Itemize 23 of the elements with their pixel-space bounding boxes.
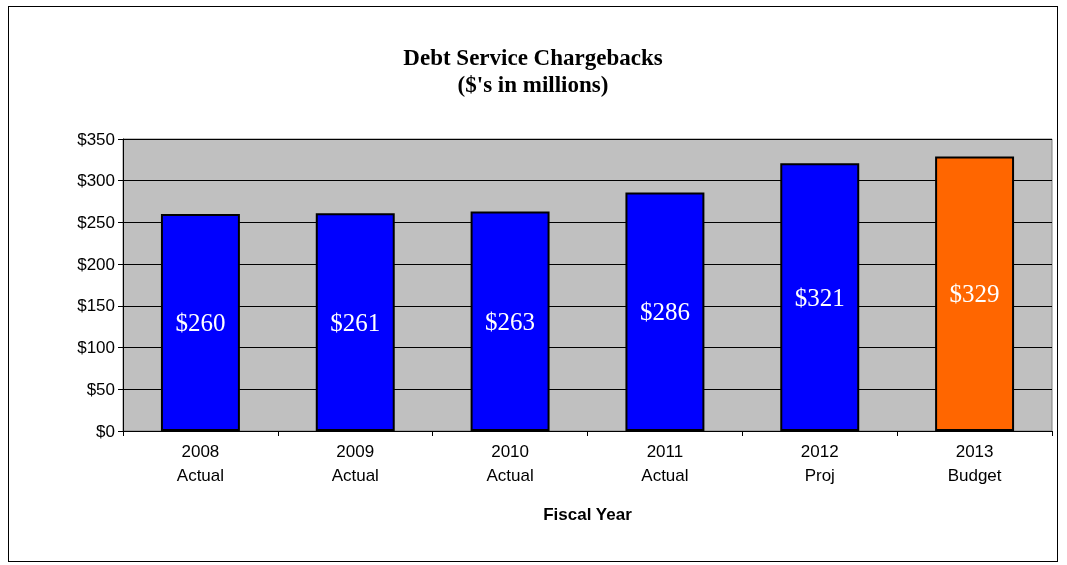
x-tick-label: 2009 Actual xyxy=(331,441,379,485)
data-label: $261 xyxy=(330,308,381,336)
y-tick-label: $300 xyxy=(77,171,115,191)
x-tick-label: 2011 Actual xyxy=(641,441,689,485)
y-tick-label: $200 xyxy=(77,254,115,274)
x-axis-title: Fiscal Year xyxy=(543,505,633,524)
y-tick-label: $250 xyxy=(77,212,115,232)
y-tick-label: $350 xyxy=(77,129,115,149)
y-tick-label: $150 xyxy=(77,296,115,316)
data-label: $286 xyxy=(639,298,690,326)
data-label: $321 xyxy=(794,283,845,311)
x-tick-label: 2010 Actual xyxy=(486,441,534,485)
y-tick-label: $0 xyxy=(96,421,115,441)
y-tick-label: $100 xyxy=(77,338,115,358)
chart-title: Debt Service Chargebacks xyxy=(403,45,663,70)
x-tick-label: 2008 Actual xyxy=(176,441,225,485)
data-label: $263 xyxy=(485,307,536,335)
chart-subtitle: ($'s in millions) xyxy=(457,72,609,97)
data-label: $260 xyxy=(175,309,226,337)
x-tick-label: 2013 Budget xyxy=(947,441,1002,485)
x-tick-label: 2012 Proj xyxy=(800,441,839,485)
data-label: $329 xyxy=(949,280,1000,308)
y-tick-label: $50 xyxy=(86,379,115,399)
